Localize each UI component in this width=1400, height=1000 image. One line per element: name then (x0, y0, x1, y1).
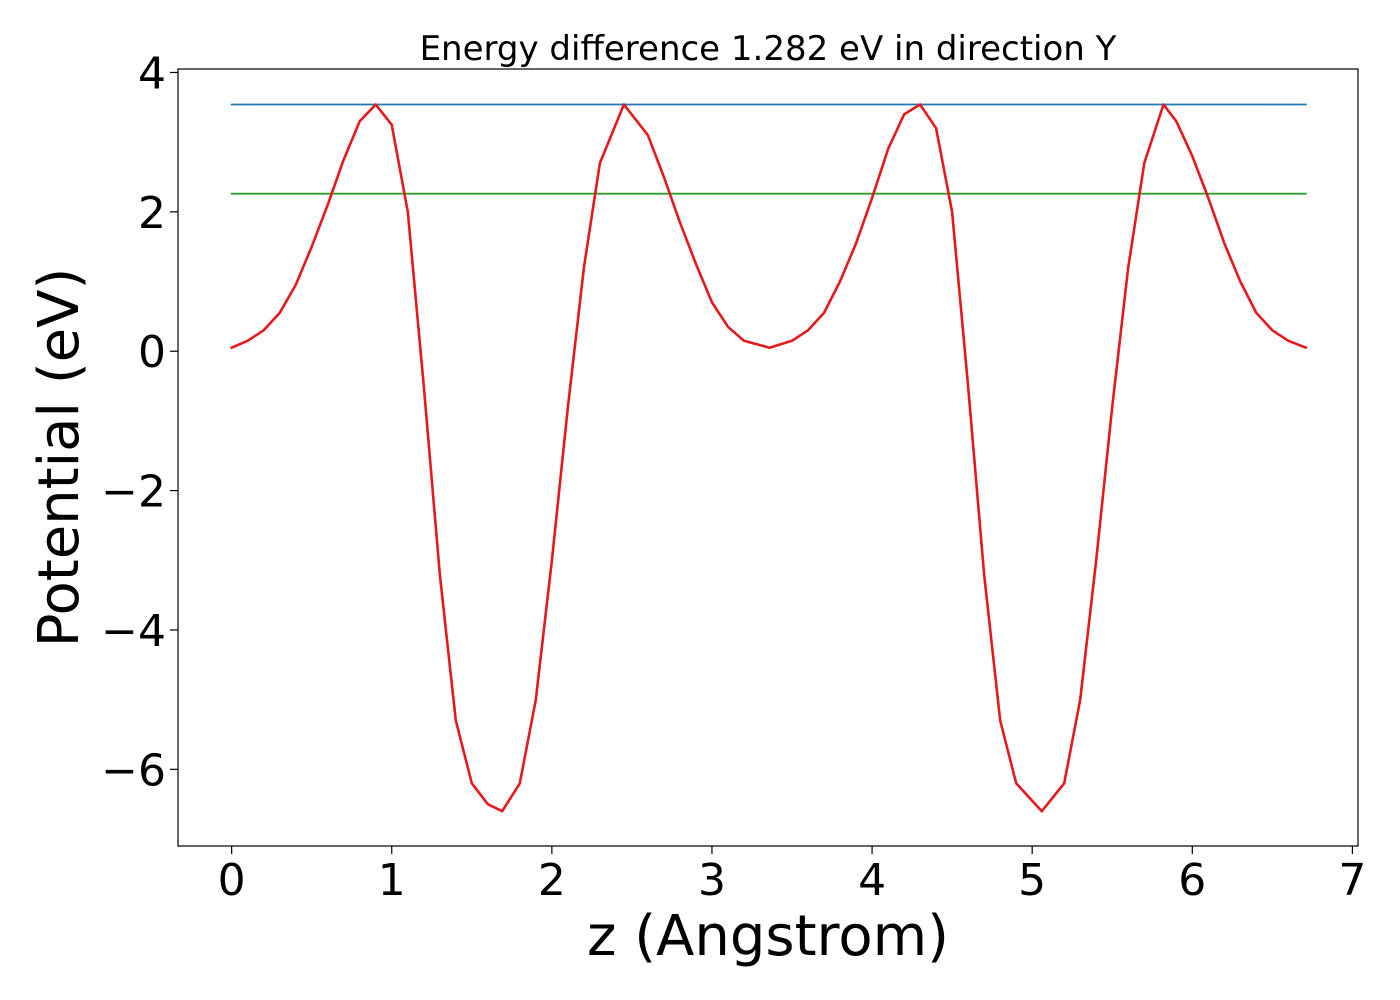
y-tick-label: −2 (101, 467, 166, 518)
x-tick-label: 5 (1018, 855, 1046, 906)
plot-series (230, 103, 1308, 813)
y-tick-label: −4 (101, 606, 166, 657)
x-tick-label: 3 (698, 855, 726, 906)
y-axis-label: Potential (eV) (27, 268, 92, 648)
y-axis: −6 −4 −2 0 2 4 (101, 48, 178, 796)
x-tick-label: 7 (1338, 855, 1366, 906)
x-tick-label: 6 (1178, 855, 1206, 906)
x-tick-label: 4 (858, 855, 886, 906)
x-tick-label: 1 (378, 855, 406, 906)
x-tick-label: 0 (218, 855, 246, 906)
y-tick-label: 4 (138, 48, 166, 99)
plot-frame (177, 68, 1359, 847)
x-axis-label: z (Angstrom) (587, 904, 949, 969)
x-axis: 0 1 2 3 4 5 6 7 (218, 846, 1366, 906)
y-tick-label: 2 (138, 188, 166, 239)
chart-title: Energy difference 1.282 eV in direction … (420, 29, 1117, 69)
x-tick-label: 2 (538, 855, 566, 906)
series-line-3 (230, 103, 1308, 813)
y-tick-label: 0 (138, 327, 166, 378)
y-tick-label: −6 (101, 745, 166, 796)
